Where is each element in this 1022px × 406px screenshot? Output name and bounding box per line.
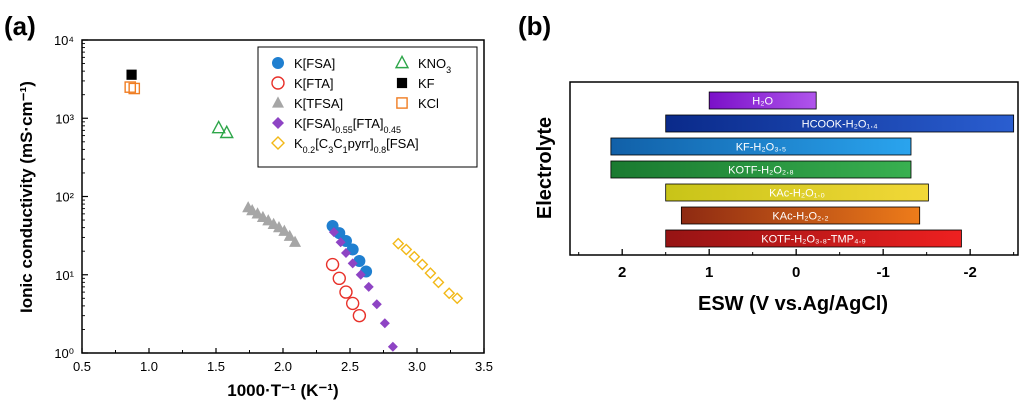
y-tick-label: 10¹: [55, 268, 74, 283]
data-point: [400, 243, 413, 256]
y-tick-label: 10⁴: [54, 33, 74, 48]
legend-label: K0.2[C3C1pyrr]0.8[FSA]: [294, 136, 419, 155]
panel-b: (b) H₂O HCOOK-H₂O₁.₄ KF-H₂O₃.₅ KOTF-H₂O₂.₈ K…: [518, 11, 1019, 315]
legend-marker: [271, 76, 285, 90]
data-point: [371, 299, 382, 310]
data-point: [379, 318, 390, 329]
data-point: [126, 69, 137, 80]
legend-marker: [272, 117, 284, 129]
data-point: [339, 285, 353, 299]
esw-bar: H₂O: [708, 91, 817, 110]
esw-bar: KOTF-H₂O₂.₈: [610, 160, 912, 179]
legend-marker: [394, 54, 410, 69]
esw-tick-label: 2: [618, 264, 626, 281]
data-point: [332, 271, 346, 286]
data-point: [432, 276, 445, 289]
legend-label: KNO3: [418, 56, 451, 75]
data-point: [443, 287, 456, 300]
esw-bar-label: KF-H₂O₃.₅: [736, 142, 786, 154]
y-tick-label: 10²: [55, 190, 74, 205]
plot-b-ticks: 2 1 0 -1 -2: [578, 249, 1015, 281]
esw-bar: KAc-H₂O₂.₂: [680, 206, 921, 225]
data-point: [345, 296, 360, 311]
data-point: [283, 229, 296, 241]
data-point: [408, 250, 421, 263]
legend-label: K[FTA]: [294, 76, 333, 91]
data-point: [387, 341, 398, 352]
x-tick-label: 3.0: [408, 359, 426, 374]
data-point: [278, 224, 291, 236]
x-tick-label: 3.5: [475, 359, 493, 374]
x-tick-label: 1.0: [140, 359, 158, 374]
esw-bar-label: KOTF-H₂O₃.₈-TMP₄.₉: [761, 234, 866, 246]
legend-marker: [272, 57, 284, 69]
data-point: [416, 258, 429, 271]
x-tick-label: 2.0: [274, 359, 292, 374]
legend-label: K[TFSA]: [294, 96, 343, 111]
data-point: [392, 237, 405, 250]
legend-label: K[FSA]: [294, 56, 335, 71]
legend-marker: [271, 136, 285, 150]
legend-marker: [272, 96, 284, 108]
data-point: [328, 227, 339, 238]
legend-label: KCl: [418, 96, 439, 111]
plot-a-ticks: 0.5 1.0 1.5 2.0 2.5 3.0 3.5 10⁰ 10¹ 10² 10³ 10⁴: [54, 33, 493, 374]
plot-b-bars: H₂O HCOOK-H₂O₁.₄ KF-H₂O₃.₅ KOTF-H₂O₂.₈ KAc-H…: [610, 91, 1015, 248]
data-point: [128, 82, 141, 95]
legend-marker: [396, 97, 408, 109]
esw-bar-label: KOTF-H₂O₂.₈: [728, 165, 794, 177]
legend-a: K[FSA] KNO3 K[FTA] KF K[TFSA] KCl K[FSA]0.55[F…: [257, 46, 478, 168]
esw-tick-label: 1: [705, 264, 713, 281]
plot-a-markers: [124, 69, 464, 352]
data-point: [451, 292, 464, 305]
y-tick-label: 10⁰: [54, 346, 74, 361]
esw-tick-label: -1: [876, 264, 889, 281]
data-point: [219, 124, 234, 139]
y-axis-title-a: Ionic conductivity (mS·cm⁻¹): [17, 81, 36, 313]
esw-bar: KOTF-H₂O₃.₈-TMP₄.₉: [665, 229, 962, 248]
panel-b-label: (b): [518, 11, 551, 41]
panel-a: (a) 0.5 1.0 1.5 2.0 2.5 3.0 3.5 10⁰ 10¹ 10² 10³ 10⁴…: [4, 11, 493, 400]
legend-box: [257, 46, 478, 168]
plot-b-frame: [569, 81, 1019, 256]
x-axis-title-a: 1000·T⁻¹ (K⁻¹): [227, 381, 338, 400]
esw-bar: KAc-H₂O₁.₀: [665, 183, 929, 202]
data-point: [335, 237, 346, 248]
esw-bar-label: KAc-H₂O₁.₀: [769, 188, 825, 200]
esw-bar-label: H₂O: [752, 96, 773, 108]
data-point: [289, 235, 302, 247]
data-point: [347, 258, 358, 269]
x-tick-label: 0.5: [73, 359, 91, 374]
data-point: [340, 247, 351, 258]
x-tick-label: 2.5: [341, 359, 359, 374]
y-tick-label: 10³: [55, 111, 74, 126]
esw-bar-label: KAc-H₂O₂.₂: [772, 211, 828, 223]
data-point: [325, 257, 340, 272]
panel-a-label: (a): [4, 11, 36, 41]
data-point: [352, 308, 367, 323]
data-point: [424, 267, 437, 280]
esw-bar: KF-H₂O₃.₅: [610, 137, 912, 156]
x-axis-title-b: ESW (V vs.Ag/AgCl): [698, 293, 888, 315]
legend-label: KF: [418, 76, 435, 91]
esw-bar-label: HCOOK-H₂O₁.₄: [802, 119, 879, 131]
esw-tick-label: -2: [963, 264, 976, 281]
data-point: [211, 119, 226, 134]
x-tick-label: 1.5: [207, 359, 225, 374]
legend-label: K[FSA]0.55[FTA]0.45: [294, 116, 401, 135]
esw-tick-label: 0: [792, 264, 800, 281]
y-axis-title-b: Electrolyte: [534, 117, 556, 219]
data-point: [124, 81, 137, 93]
data-point: [355, 269, 366, 280]
esw-bar: HCOOK-H₂O₁.₄: [665, 114, 1015, 133]
data-point: [363, 281, 374, 292]
legend-marker: [396, 77, 408, 89]
